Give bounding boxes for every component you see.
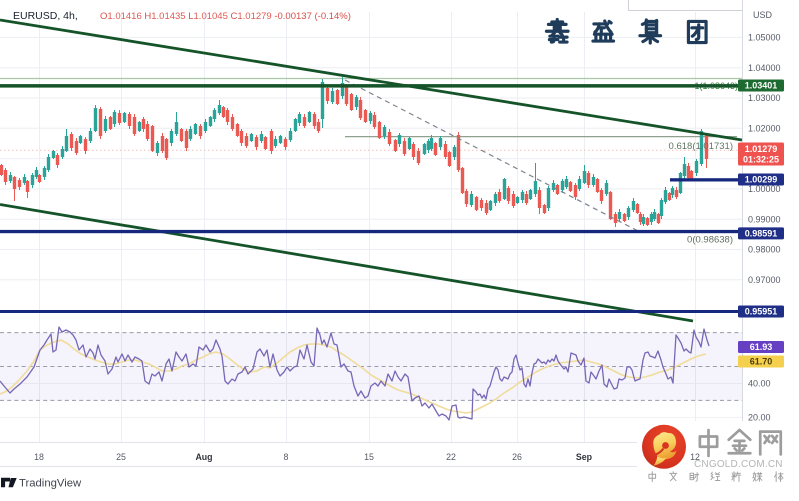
svg-text:1.01279: 1.01279: [745, 144, 778, 154]
svg-text:1.00299: 1.00299: [745, 175, 778, 185]
svg-text:01:32:25: 01:32:25: [743, 155, 779, 165]
svg-text:0.618(1.01731): 0.618(1.01731): [669, 141, 733, 152]
svg-text:61.70: 61.70: [750, 357, 773, 367]
svg-text:22: 22: [446, 452, 456, 462]
svg-text:0(0.98638): 0(0.98638): [687, 235, 733, 246]
svg-text:0.98591: 0.98591: [745, 229, 778, 239]
svg-text:26: 26: [512, 452, 522, 462]
svg-text:1.03000: 1.03000: [748, 93, 781, 103]
svg-text:Aug: Aug: [195, 452, 212, 462]
svg-text:O1.01416 H1.01435 L1.01045: O1.01416 H1.01435 L1.01045 C1.01279 -0.0…: [100, 11, 351, 22]
svg-text:25: 25: [116, 452, 126, 462]
svg-text:61.93: 61.93: [750, 342, 773, 352]
svg-text:20.00: 20.00: [748, 413, 771, 423]
svg-text:TradingView: TradingView: [19, 478, 82, 490]
svg-text:USD: USD: [753, 10, 773, 20]
svg-text:0.98000: 0.98000: [748, 245, 781, 255]
svg-text:15: 15: [364, 452, 374, 462]
svg-text:EURUSD, 4h,: EURUSD, 4h,: [13, 10, 78, 22]
svg-text:40.00: 40.00: [748, 379, 771, 389]
svg-text:1.05000: 1.05000: [748, 33, 781, 43]
svg-text:12: 12: [690, 452, 700, 462]
svg-text:1.00000: 1.00000: [748, 184, 781, 194]
svg-text:8: 8: [284, 452, 289, 462]
svg-text:Sep: Sep: [576, 452, 593, 462]
svg-text:CNGOLD.COM.CN: CNGOLD.COM.CN: [694, 459, 783, 470]
svg-text:1.03401: 1.03401: [745, 81, 778, 91]
svg-text:0.97000: 0.97000: [748, 275, 781, 285]
svg-text:0.99000: 0.99000: [748, 214, 781, 224]
svg-text:18: 18: [34, 452, 44, 462]
svg-text:1.04000: 1.04000: [748, 63, 781, 73]
svg-text:1.02000: 1.02000: [748, 124, 781, 134]
svg-text:0.95951: 0.95951: [745, 307, 778, 317]
